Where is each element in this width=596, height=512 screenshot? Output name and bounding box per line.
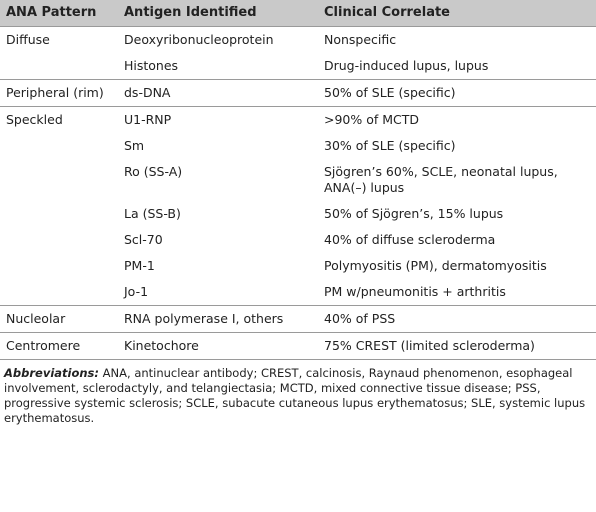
table-row: Jo-1 PM w/pneumonitis + arthritis xyxy=(0,279,596,306)
correlate-cell: 75% CREST (limited scleroderma) xyxy=(318,332,596,360)
pattern-cell: Speckled xyxy=(0,106,118,306)
antigen-cell: Ro (SS-A) xyxy=(124,164,183,179)
table-row: Diffuse Deoxyribonucleoprotein Nonspecific xyxy=(0,26,596,80)
pattern-cell: Diffuse xyxy=(0,26,118,80)
table-row: Peripheral (rim) ds-DNA 50% of SLE (specif… xyxy=(0,79,596,107)
table-figure: ANA Pattern Antigen Identified Clinical Co… xyxy=(0,0,596,426)
correlate-cell: 40% of PSS xyxy=(318,305,596,333)
table-row: Speckled U1-RNP >90% of MCTD xyxy=(0,106,596,306)
correlate-cell: Sjögren’s 60%, SCLE, neonatal lupus, ANA… xyxy=(324,164,558,195)
antigen-cell: Sm xyxy=(124,138,145,153)
header-cell: ANA Pattern xyxy=(0,0,118,27)
table-row: Scl-70 40% of diffuse scleroderma xyxy=(0,227,596,253)
pattern-cell: Nucleolar xyxy=(0,305,118,333)
table-row: Nucleolar RNA polymerase I, others 40% of … xyxy=(0,305,596,333)
header-cell: Clinical Correlate xyxy=(318,0,596,27)
antigen-cell: La (SS-B) xyxy=(124,206,181,221)
antigen-cell: PM-1 xyxy=(124,258,155,273)
correlate-cell: Polymyositis (PM), dermatomyositis xyxy=(324,258,547,273)
header-cell: Antigen Identified xyxy=(118,0,318,27)
ana-table: ANA Pattern Antigen Identified Clinical Co… xyxy=(0,0,596,360)
antigen-cell: Deoxyribonucleoprotein xyxy=(118,26,318,53)
correlate-cell: Drug-induced lupus, lupus xyxy=(324,58,489,73)
table-row: Histones Drug-induced lupus, lupus xyxy=(0,53,596,80)
correlate-cell: PM w/pneumonitis + arthritis xyxy=(324,284,506,299)
table-row: La (SS-B) 50% of Sjögren’s, 15% lupus xyxy=(0,201,596,227)
antigen-cell: Scl-70 xyxy=(124,232,163,247)
table-row: Ro (SS-A) Sjögren’s 60%, SCLE, neonatal l… xyxy=(0,159,596,201)
footnote-label: Abbreviations: xyxy=(4,366,100,380)
correlate-cell: 30% of SLE (specific) xyxy=(324,138,456,153)
correlate-cell: 40% of diffuse scleroderma xyxy=(324,232,496,247)
correlate-cell: 50% of Sjögren’s, 15% lupus xyxy=(324,206,504,221)
antigen-cell: Jo-1 xyxy=(124,284,149,299)
antigen-cell: U1-RNP xyxy=(118,106,318,133)
antigen-cell: RNA polymerase I, others xyxy=(118,305,318,333)
antigen-cell: Histones xyxy=(124,58,179,73)
table-row: PM-1 Polymyositis (PM), dermatomyositis xyxy=(0,253,596,279)
table-row: Sm 30% of SLE (specific) xyxy=(0,133,596,159)
table-body: Diffuse Deoxyribonucleoprotein Nonspecific… xyxy=(0,26,596,360)
pattern-cell: Centromere xyxy=(0,332,118,360)
correlate-cell: 50% of SLE (specific) xyxy=(318,79,596,107)
correlate-cell: >90% of MCTD xyxy=(318,106,596,133)
table-row: Centromere Kinetochore 75% CREST (limited … xyxy=(0,332,596,360)
antigen-cell: Kinetochore xyxy=(118,332,318,360)
correlate-cell: Nonspecific xyxy=(318,26,596,53)
table-header: ANA Pattern Antigen Identified Clinical Co… xyxy=(0,0,596,27)
pattern-cell: Peripheral (rim) xyxy=(0,79,118,107)
antigen-cell: ds-DNA xyxy=(118,79,318,107)
footnote-text: ANA, antinuclear antibody; CREST, calcin… xyxy=(4,366,586,425)
header-row: ANA Pattern Antigen Identified Clinical Co… xyxy=(0,0,596,27)
footnote: Abbreviations: ANA, antinuclear antibody… xyxy=(0,360,596,426)
